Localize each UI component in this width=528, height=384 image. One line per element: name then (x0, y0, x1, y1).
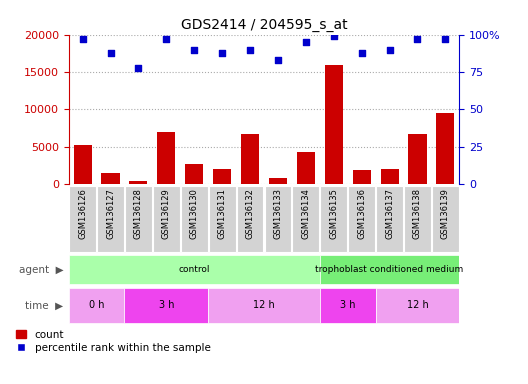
Text: 0 h: 0 h (89, 300, 105, 310)
Bar (213, 169, 231, 184)
Bar (353, 170, 371, 184)
FancyBboxPatch shape (432, 186, 459, 252)
FancyBboxPatch shape (404, 186, 431, 252)
Bar (241, 134, 259, 184)
Text: GSM136131: GSM136131 (218, 188, 227, 238)
Text: GSM136130: GSM136130 (190, 188, 199, 238)
FancyBboxPatch shape (293, 186, 319, 252)
FancyBboxPatch shape (376, 186, 403, 252)
Point (329, 33, 338, 39)
Bar (297, 152, 315, 184)
Text: GSM136128: GSM136128 (134, 188, 143, 238)
Text: time  ▶: time ▶ (25, 300, 63, 310)
FancyBboxPatch shape (320, 288, 375, 323)
Text: GSM136134: GSM136134 (301, 188, 310, 238)
Point (274, 57, 282, 63)
Text: 3 h: 3 h (158, 300, 174, 310)
FancyBboxPatch shape (97, 186, 124, 252)
Bar (436, 113, 455, 184)
Text: 3 h: 3 h (340, 300, 355, 310)
Text: 12 h: 12 h (253, 300, 275, 310)
FancyBboxPatch shape (348, 186, 375, 252)
Text: GSM136135: GSM136135 (329, 188, 338, 238)
Point (301, 39, 310, 45)
Point (413, 36, 422, 42)
Bar (269, 177, 287, 184)
Text: GSM136132: GSM136132 (246, 188, 254, 238)
FancyBboxPatch shape (320, 186, 347, 252)
FancyBboxPatch shape (69, 186, 96, 252)
Text: GSM136137: GSM136137 (385, 188, 394, 239)
Text: GSM136129: GSM136129 (162, 188, 171, 238)
Text: GSM136126: GSM136126 (78, 188, 87, 238)
Point (190, 46, 199, 53)
FancyBboxPatch shape (265, 186, 291, 252)
Text: agent  ▶: agent ▶ (18, 265, 63, 275)
FancyBboxPatch shape (375, 288, 459, 323)
FancyBboxPatch shape (209, 186, 235, 252)
Text: GSM136136: GSM136136 (357, 188, 366, 239)
Text: 12 h: 12 h (407, 300, 428, 310)
Point (106, 50, 115, 56)
Bar (101, 173, 119, 184)
Point (357, 50, 366, 56)
Bar (381, 169, 399, 184)
Text: GSM136138: GSM136138 (413, 188, 422, 239)
Point (385, 46, 394, 53)
Point (162, 36, 171, 42)
FancyBboxPatch shape (69, 255, 320, 285)
Bar (73, 145, 92, 184)
Bar (185, 164, 203, 184)
Title: GDS2414 / 204595_s_at: GDS2414 / 204595_s_at (181, 18, 347, 32)
FancyBboxPatch shape (125, 288, 208, 323)
Text: control: control (178, 265, 210, 274)
Point (134, 65, 143, 71)
FancyBboxPatch shape (181, 186, 208, 252)
Point (246, 46, 254, 53)
Point (441, 36, 450, 42)
Bar (157, 132, 175, 184)
Bar (325, 65, 343, 184)
Text: GSM136127: GSM136127 (106, 188, 115, 238)
FancyBboxPatch shape (208, 288, 320, 323)
Text: GSM136133: GSM136133 (274, 188, 282, 239)
Legend: count, percentile rank within the sample: count, percentile rank within the sample (12, 326, 214, 357)
FancyBboxPatch shape (320, 255, 459, 285)
Bar (129, 181, 147, 184)
Point (218, 50, 227, 56)
Text: GSM136139: GSM136139 (441, 188, 450, 238)
FancyBboxPatch shape (69, 288, 125, 323)
Text: trophoblast conditioned medium: trophoblast conditioned medium (315, 265, 464, 274)
FancyBboxPatch shape (237, 186, 263, 252)
Bar (409, 134, 427, 184)
FancyBboxPatch shape (125, 186, 152, 252)
FancyBboxPatch shape (153, 186, 180, 252)
Point (78, 36, 87, 42)
